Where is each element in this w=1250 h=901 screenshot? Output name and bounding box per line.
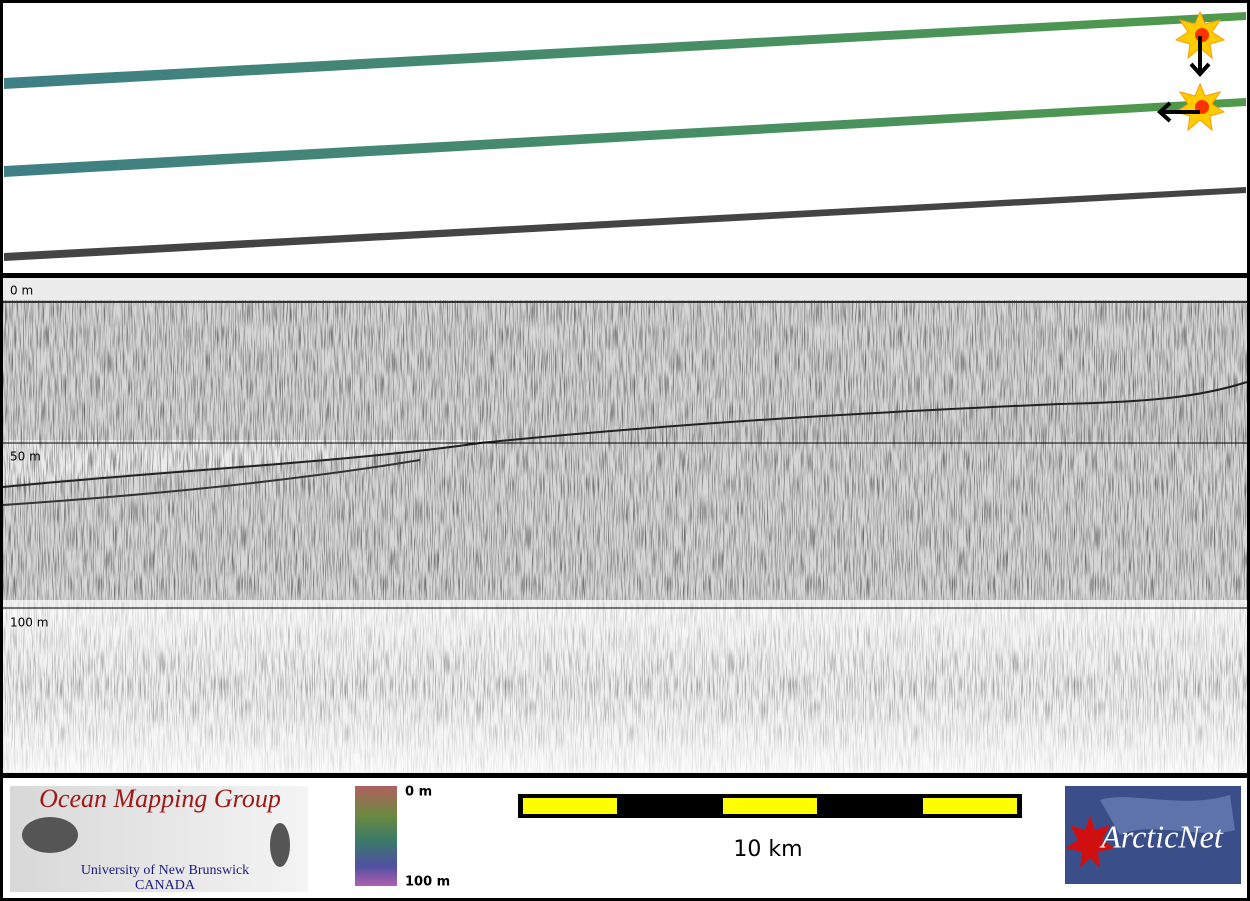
footer: Ocean Mapping Group University of New Br…	[0, 775, 1250, 901]
colorbar-label: 100 m	[405, 875, 450, 890]
logo-text: University of New Brunswick	[81, 863, 249, 878]
swath	[4, 187, 1246, 261]
map-panel	[0, 0, 1250, 276]
logo-text: CANADA	[135, 878, 196, 893]
colorbar	[355, 786, 397, 886]
profile-panel: 0 m 50 m 100 m	[0, 275, 1250, 776]
scale-bar	[518, 794, 1022, 818]
scale-label: 10 km	[733, 837, 802, 862]
omg-logo: Ocean Mapping Group University of New Br…	[10, 784, 308, 893]
depth-label: 0 m	[10, 284, 33, 298]
arcticnet-logo: ArcticNet	[1065, 786, 1241, 884]
seafloor	[2, 381, 1248, 488]
arrow	[1157, 101, 1200, 123]
swath	[4, 12, 1246, 89]
depth-label: 100 m	[10, 616, 48, 630]
logo-title: Ocean Mapping Group	[39, 784, 281, 813]
arrow	[1189, 36, 1211, 77]
colorbar-label: 0 m	[405, 785, 432, 800]
swath	[4, 98, 1246, 177]
partner-name: ArcticNet	[1099, 818, 1224, 854]
depth-label: 50 m	[10, 450, 41, 464]
